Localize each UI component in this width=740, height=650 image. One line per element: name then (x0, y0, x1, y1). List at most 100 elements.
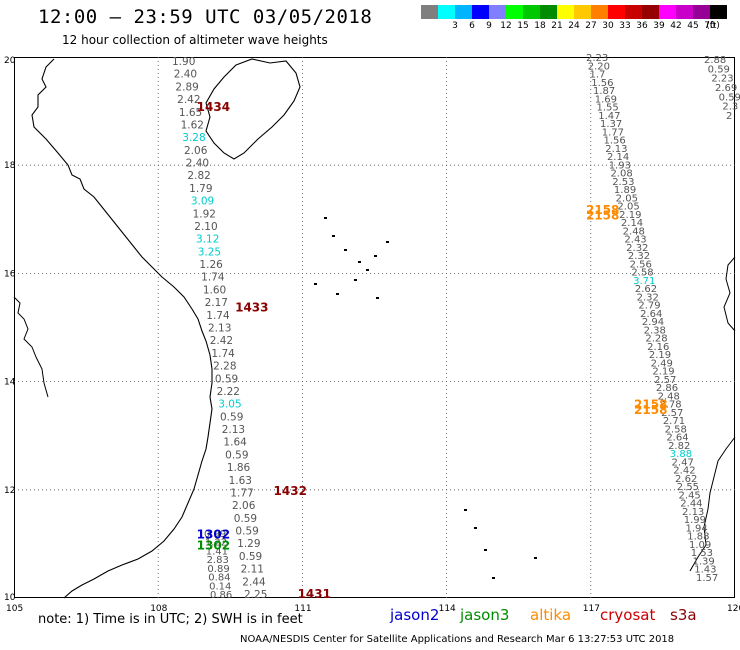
track-value: 2.22 (217, 386, 240, 398)
track-value: 1.79 (189, 183, 212, 195)
track-value: 2.78 (659, 400, 681, 411)
island (344, 249, 347, 251)
track-value: 2.42 (177, 94, 200, 106)
track-value: 2.32 (637, 292, 659, 303)
track-value: 2.40 (174, 69, 197, 81)
track-value: 2.05 (617, 202, 639, 213)
track-value: 2.40 (186, 158, 209, 170)
satellite-name: altika (530, 606, 572, 624)
legend-label: 15 (517, 21, 529, 31)
satellite-name: cryosat (600, 606, 656, 624)
track-value: 0.99 (204, 529, 226, 540)
legend-label: 70 (704, 21, 716, 31)
pass-id-label: 1433 (235, 300, 268, 314)
track-value: 2.64 (640, 309, 662, 320)
track-value: 0.59 (225, 449, 248, 461)
track-value: 3.71 (633, 276, 655, 287)
pass-id-label: 2158 (586, 203, 619, 217)
track-value: 2.13 (682, 507, 704, 518)
track-value: 1.74 (211, 348, 235, 360)
track-value: 2.3 (722, 102, 738, 113)
track-value: 1.26 (199, 259, 223, 271)
track-value: 2.14 (621, 218, 643, 229)
track-value: 2.57 (661, 408, 683, 419)
legend-swatch (523, 5, 540, 19)
legend-swatch (676, 5, 693, 19)
pass-id-label: 1432 (274, 484, 307, 498)
track-value: 1.74 (206, 310, 230, 322)
track-value: 0.59 (719, 92, 740, 103)
track-value: 3.28 (182, 132, 205, 144)
track-value: 2.11 (241, 564, 264, 576)
track-value: 2.53 (612, 177, 634, 188)
track-value: 1.57 (696, 573, 718, 584)
track-value: 2.88 (704, 55, 726, 66)
island (386, 241, 389, 243)
track-value: 2.89 (175, 81, 198, 93)
pass-id-label: 2158 (634, 398, 667, 412)
legend-label: 9 (486, 21, 492, 31)
lon-tick-label: 114 (439, 604, 456, 614)
legend-swatch (506, 5, 523, 19)
hainan-island (205, 58, 301, 160)
track-value: 1.65 (179, 107, 202, 119)
legend-label: 6 (469, 21, 475, 31)
track-value: 2.17 (205, 297, 228, 309)
coastline-inland (13, 296, 49, 398)
track-value: 3.05 (218, 399, 241, 411)
track-value: 2.62 (635, 284, 657, 295)
track-value: 2.44 (680, 499, 702, 510)
track-value: 2.83 (207, 555, 229, 566)
track-value: 2.48 (623, 226, 645, 237)
track-value: 2.38 (644, 325, 666, 336)
track-value: 2 (726, 111, 732, 122)
track-value: 2.42 (673, 466, 695, 477)
track-value: 1.37 (600, 119, 622, 130)
track-value: 2.32 (628, 251, 650, 262)
legend-swatch (608, 5, 625, 19)
legend-label: 33 (619, 21, 631, 31)
pass-id-label: 1434 (197, 100, 230, 114)
map-frame (14, 57, 735, 598)
track-value: 2.69 (715, 83, 737, 94)
track-value: 1.09 (689, 540, 711, 551)
wave-height-map[interactable]: 2018161412101051081111141171201.902.402.… (4, 53, 740, 614)
track-value: 2.19 (649, 350, 671, 361)
track-value: 1.77 (230, 487, 253, 499)
track-value: 2.32 (626, 243, 648, 254)
track-value: 1.89 (614, 185, 636, 196)
pass-id-label: 2158 (586, 208, 619, 222)
track-value: 1.55 (596, 103, 618, 114)
track-value: 2.28 (645, 334, 667, 345)
island (484, 549, 487, 551)
track-value: 2.20 (588, 61, 610, 72)
track-value: 0.84 (208, 573, 230, 584)
legend-label: 27 (585, 21, 597, 31)
track-value: 2.82 (187, 170, 210, 182)
legend-swatch (472, 5, 489, 19)
island (474, 527, 477, 529)
satellite-name: s3a (670, 606, 697, 624)
track-value: 1.77 (602, 127, 624, 138)
track-value: 2.58 (665, 424, 687, 435)
track-value: 2.16 (647, 342, 669, 353)
island (376, 297, 379, 299)
track-value: 3.12 (196, 234, 219, 246)
legend-swatch (710, 5, 727, 19)
track-value: 0.89 (207, 564, 229, 575)
track-value: 1.90 (172, 56, 195, 68)
track-value: 2.55 (677, 482, 699, 493)
palawan-coast (689, 436, 736, 572)
track-value: 2.56 (630, 259, 652, 270)
track-value: 2.08 (610, 169, 632, 180)
track-value: 2.13 (208, 323, 231, 335)
island (354, 279, 357, 281)
track-value: 2.43 (624, 235, 646, 246)
island (314, 283, 317, 285)
island (374, 255, 377, 257)
lat-tick-label: 14 (4, 378, 16, 388)
track-value: 0.59 (215, 373, 238, 385)
island (534, 557, 537, 559)
legend-label: 39 (653, 21, 665, 31)
pass-id-label: 1302 (197, 527, 230, 541)
